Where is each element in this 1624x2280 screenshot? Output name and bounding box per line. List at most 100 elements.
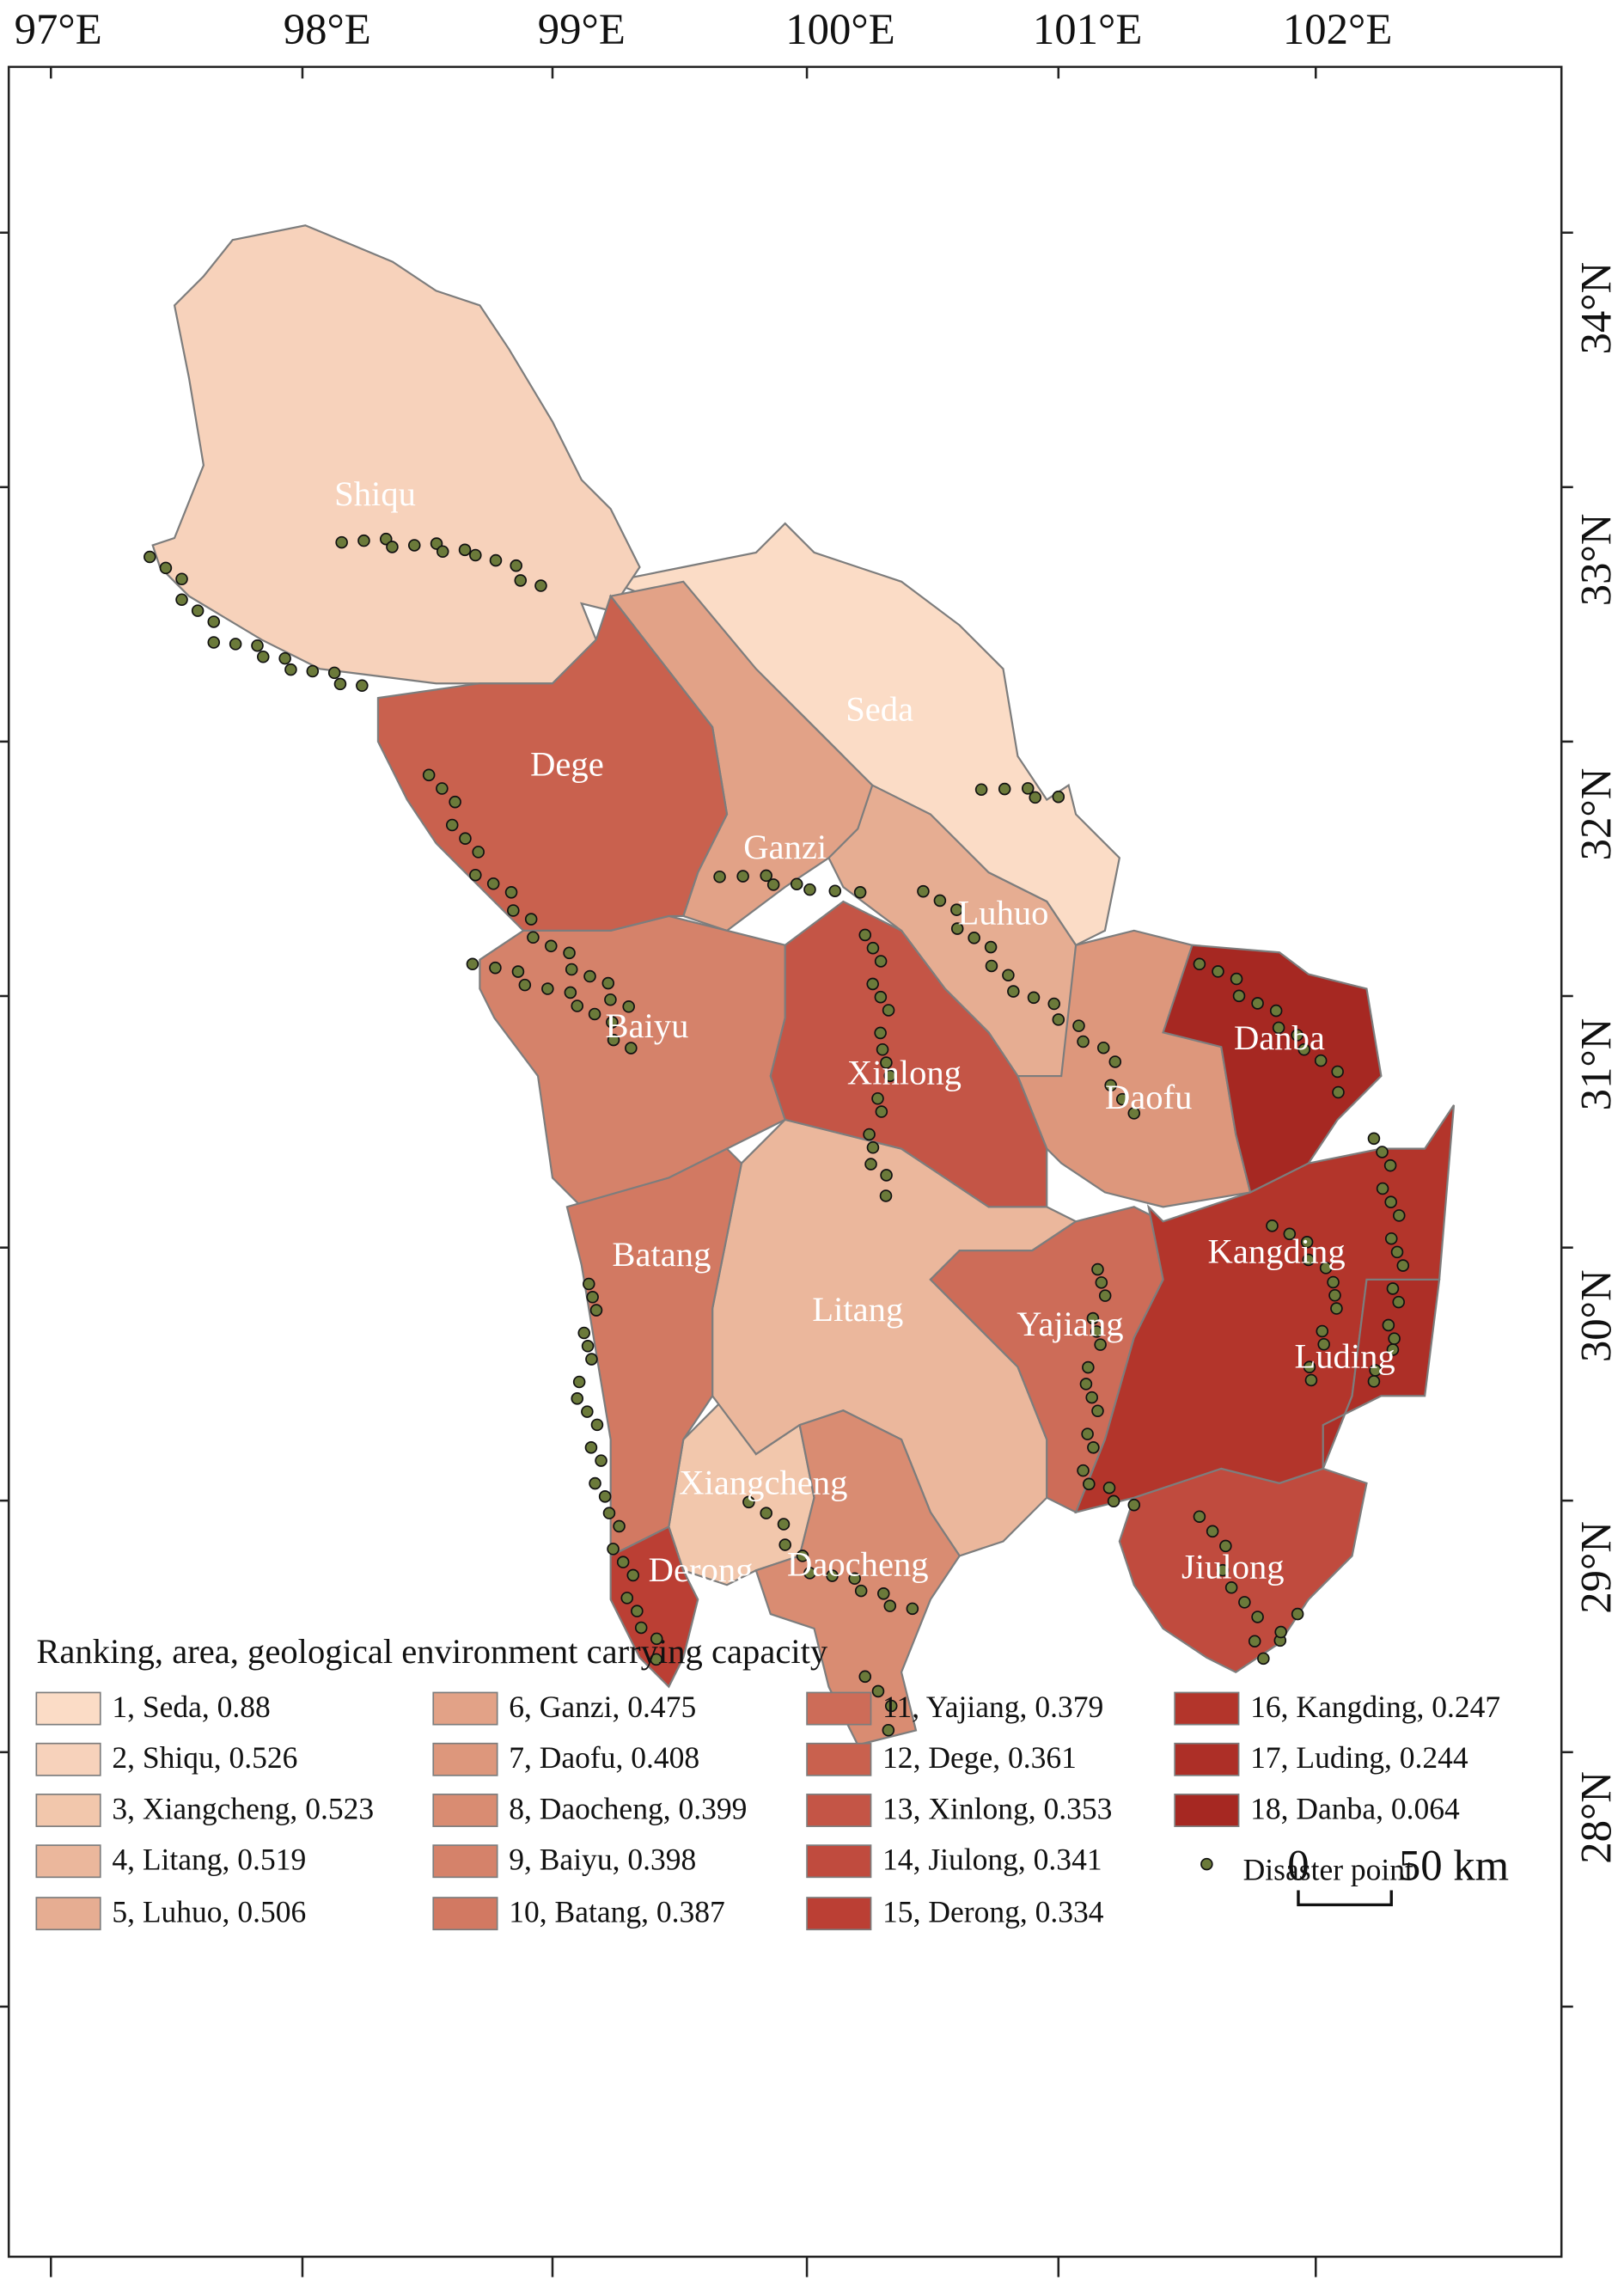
disaster-point	[742, 1495, 755, 1509]
scale-end: 50 km	[1399, 1842, 1509, 1890]
disaster-point	[306, 664, 320, 678]
disaster-point	[207, 636, 221, 649]
disaster-point	[607, 1543, 620, 1556]
disaster-point	[175, 593, 188, 607]
disaster-point	[879, 1189, 893, 1202]
disaster-point	[1095, 1276, 1108, 1289]
disaster-point	[572, 1375, 586, 1389]
legend-label: 10, Batang, 0.387	[509, 1894, 725, 1929]
disaster-point	[1248, 1635, 1261, 1647]
disaster-point	[1087, 1441, 1100, 1454]
disaster-point	[874, 955, 888, 968]
disaster-point	[876, 1587, 890, 1600]
region-label: Xiangcheng	[679, 1464, 847, 1502]
disaster-point	[882, 1723, 895, 1737]
disaster-point	[875, 1105, 888, 1118]
disaster-point	[584, 1441, 598, 1454]
disaster-point	[1302, 1253, 1316, 1267]
disaster-point	[1224, 1581, 1238, 1594]
disaster-point	[1328, 1288, 1341, 1302]
disaster-point	[175, 572, 188, 586]
disaster-point	[565, 963, 578, 976]
disaster-point	[1079, 1378, 1093, 1391]
disaster-point	[796, 1550, 809, 1562]
disaster-point	[1102, 1481, 1116, 1495]
disaster-point	[1300, 1236, 1314, 1249]
disaster-point	[1230, 972, 1243, 986]
disaster-point	[563, 946, 576, 960]
disaster-point	[626, 1568, 640, 1582]
disaster-point	[1367, 1132, 1381, 1146]
latitude-label: 30°N	[1572, 1269, 1621, 1362]
legend-swatch	[806, 1742, 872, 1776]
disaster-point	[1283, 1227, 1297, 1241]
disaster-point	[766, 878, 780, 891]
longitude-label: 102°E	[1283, 5, 1392, 53]
disaster-point	[1367, 1375, 1381, 1388]
latitude-label: 31°N	[1572, 1018, 1621, 1111]
disaster-point	[1238, 1596, 1251, 1609]
legend-label: 3, Xiangcheng, 0.523	[112, 1791, 374, 1825]
disaster-point	[950, 922, 964, 935]
disaster-point	[514, 574, 528, 587]
disaster-point	[1319, 1262, 1333, 1274]
legend-label: 18, Danba, 0.064	[1250, 1791, 1460, 1825]
regions	[151, 224, 1456, 1746]
disaster-point	[871, 1684, 885, 1698]
region-label: Shiqu	[334, 474, 416, 513]
disaster-point	[469, 868, 482, 882]
disaster-point	[527, 931, 540, 944]
disaster-point	[327, 666, 341, 680]
disaster-point	[1376, 1182, 1389, 1195]
disaster-point	[598, 1490, 612, 1503]
disaster-point	[1274, 1625, 1287, 1639]
disaster-point	[1091, 1262, 1104, 1276]
disaster-point	[601, 976, 615, 990]
disaster-point	[545, 939, 558, 953]
disaster-point	[407, 539, 421, 552]
disaster-point	[524, 913, 538, 926]
disaster-point	[1303, 1360, 1316, 1373]
disaster-point	[778, 1538, 791, 1551]
legend-point	[1200, 1857, 1213, 1871]
disaster-point	[588, 1007, 601, 1021]
disaster-point	[541, 982, 554, 995]
legend-swatch	[35, 1742, 101, 1776]
disaster-point	[1330, 1302, 1343, 1315]
disaster-point	[866, 1140, 880, 1154]
legend-point-label: Disaster point	[1243, 1852, 1413, 1886]
disaster-point	[507, 904, 520, 917]
disaster-point	[884, 1699, 898, 1713]
disaster-point	[1316, 1324, 1329, 1338]
disaster-point	[459, 832, 472, 845]
disaster-point	[251, 639, 264, 652]
disaster-point	[1384, 1195, 1397, 1208]
disaster-point	[489, 961, 502, 975]
legend-label: 11, Yajiang, 0.379	[882, 1690, 1103, 1724]
longitude-label: 99°E	[538, 5, 626, 53]
region-label: Luding	[1294, 1336, 1395, 1375]
disaster-point	[1086, 1311, 1100, 1325]
disaster-point	[883, 1069, 897, 1083]
disaster-point	[581, 1405, 594, 1418]
disaster-point	[848, 1572, 861, 1586]
disaster-point	[1029, 791, 1041, 804]
disaster-point	[422, 768, 436, 782]
disaster-point	[1392, 1209, 1406, 1222]
disaster-point	[880, 1169, 893, 1182]
disaster-point	[828, 884, 842, 897]
legend-label: 1, Seda, 0.88	[112, 1690, 270, 1724]
disaster-point	[950, 903, 963, 916]
region-label: Ganzi	[743, 828, 827, 866]
region-label: Litang	[812, 1290, 903, 1329]
disaster-point	[777, 1518, 791, 1531]
disaster-point	[1304, 1373, 1318, 1387]
disaster-point	[1327, 1275, 1340, 1289]
disaster-point	[1291, 1607, 1304, 1621]
legend-swatch	[806, 1794, 872, 1827]
legend-label: 12, Dege, 0.361	[882, 1740, 1077, 1775]
disaster-point	[876, 1042, 889, 1056]
disaster-point	[1314, 1054, 1328, 1067]
disaster-point	[595, 1454, 607, 1467]
